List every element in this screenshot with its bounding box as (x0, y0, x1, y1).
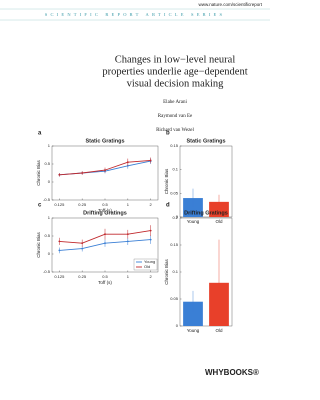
point (104, 233, 106, 236)
y-tick-label: 0 (48, 251, 51, 256)
y-tick-label: 0.5 (44, 161, 50, 166)
y-tick-label: 0.05 (170, 190, 179, 195)
y-tick-label: 1 (48, 215, 51, 220)
y-tick-label: 0 (176, 214, 179, 219)
x-tick-label: 0.25 (78, 202, 87, 207)
x-tick-label: 0.5 (102, 202, 108, 207)
y-tick-label: 0 (48, 179, 51, 184)
url: www.nature.com/scientificreport (198, 2, 262, 7)
legend-label: Young (144, 259, 155, 264)
y-axis-label: Chronic Bias (164, 168, 169, 194)
x-tick-label: 1 (127, 274, 130, 279)
y-axis-label: Chronic Bias (164, 258, 169, 284)
legend-label: Old (144, 264, 150, 269)
panel-label: b (166, 131, 170, 137)
legend-box (133, 258, 158, 271)
title-line: Changes in low−level neural (115, 54, 236, 65)
point (104, 169, 106, 172)
chart-title: Drifting Gratings (184, 210, 228, 216)
y-tick-label: 0 (176, 323, 179, 328)
point (149, 238, 152, 241)
series-title: SCIENTIFIC REPORT ARTICLE SERIES (45, 12, 225, 17)
y-tick-label: 1 (48, 143, 51, 148)
panel-label: d (166, 203, 170, 209)
x-tick-label: 0.125 (54, 274, 65, 279)
point (58, 173, 61, 176)
x-tick-label: 2 (150, 202, 153, 207)
y-axis-label: Chronic Bias (36, 231, 41, 257)
chart-title: Static Gratings (186, 138, 225, 144)
title-line: visual decision making (127, 78, 225, 89)
x-axis-label: Toff (s) (98, 280, 112, 285)
x-axis-label: Toff (s) (98, 208, 112, 213)
x-tick-label: 2 (150, 274, 153, 279)
x-tick-label: 0.25 (78, 274, 87, 279)
panel-label: c (38, 203, 42, 209)
point (126, 233, 129, 236)
y-tick-label: -0.5 (43, 269, 51, 274)
bar (209, 201, 229, 217)
bar (183, 301, 203, 326)
point (81, 247, 84, 250)
x-tick-label: Old (215, 328, 223, 333)
author: Richard van Wezel (156, 128, 194, 133)
author: Raymond van Ee (158, 114, 193, 119)
y-axis-label: Chronic Bias (36, 159, 41, 185)
x-tick-label: 0.5 (102, 274, 108, 279)
x-tick-label: 0.125 (54, 202, 65, 207)
x-tick-label: Young (187, 328, 200, 333)
point (126, 240, 129, 243)
point (81, 242, 84, 245)
author: Elahe Arani (163, 100, 187, 105)
y-tick-label: 0.15 (170, 242, 179, 247)
y-tick-label: 0.5 (44, 233, 50, 238)
y-tick-label: -0.5 (43, 197, 51, 202)
title-line: properties underlie age−dependent (102, 66, 247, 77)
panel-label: a (38, 131, 42, 137)
point (126, 164, 129, 167)
y-tick-label: 0.05 (170, 296, 179, 301)
y-tick-label: 0.1 (172, 167, 178, 172)
chart-title: Static Gratings (85, 138, 124, 144)
y-tick-label: 0.2 (172, 215, 178, 220)
x-tick-label: Old (215, 219, 223, 224)
point (149, 159, 152, 162)
y-tick-label: 0.15 (170, 143, 179, 148)
point (126, 161, 129, 164)
publisher-logo: WHYBOOKS® (205, 368, 259, 377)
axes-frame (179, 145, 233, 218)
point (81, 172, 84, 174)
x-tick-label: Young (187, 219, 200, 224)
point (58, 249, 61, 252)
x-tick-label: 1 (127, 202, 130, 207)
chart-title: Drifting Gratings (83, 210, 127, 216)
point (58, 240, 61, 243)
y-tick-label: 0.1 (172, 269, 178, 274)
page: www.nature.com/scientificreport SCIENTIF… (0, 2, 270, 378)
point (149, 229, 152, 232)
point (104, 242, 106, 245)
